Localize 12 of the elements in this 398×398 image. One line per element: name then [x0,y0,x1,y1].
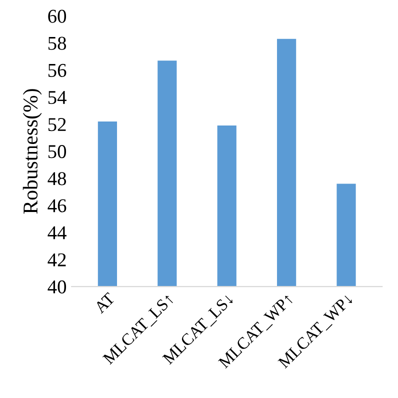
y-tick-label: 50 [48,145,66,158]
y-tick-label: 46 [48,199,66,212]
y-tick-label: 42 [48,253,66,266]
y-tick-label: 54 [48,91,66,104]
y-tick-label: 58 [48,36,66,50]
y-tick-label: 44 [48,226,66,240]
y-tick-label: 52 [48,118,66,132]
y-tick-label: 56 [48,64,66,77]
y-axis-title: Robustness(%) [22,89,42,214]
y-tick-label: 60 [48,10,66,23]
y-tick-label: 40 [48,280,66,294]
y-tick-label: 48 [48,172,66,186]
